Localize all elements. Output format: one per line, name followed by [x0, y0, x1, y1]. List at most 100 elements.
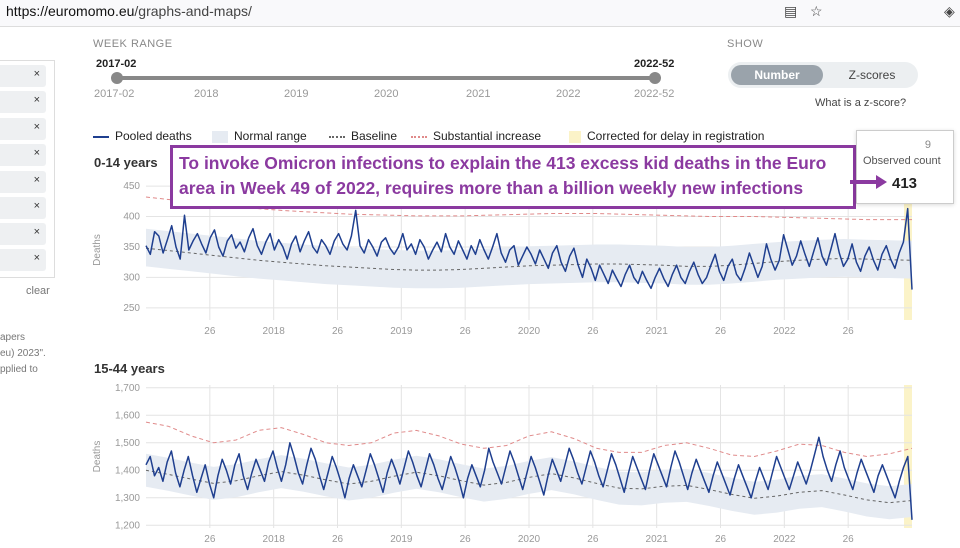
- filter-chip[interactable]: ×: [0, 197, 46, 219]
- remove-chip-button[interactable]: ×: [33, 121, 40, 133]
- x-tick-label: 26: [204, 534, 216, 545]
- x-tick-label: 2022: [773, 534, 796, 545]
- legend-baseline[interactable]: Baseline: [329, 129, 397, 143]
- remove-chip-button[interactable]: ×: [33, 252, 40, 264]
- y-axis-label: Deaths: [92, 441, 103, 473]
- pooled-swatch: [93, 135, 109, 138]
- week-range-slider[interactable]: [117, 76, 655, 80]
- x-tick-label: 2018: [263, 326, 286, 337]
- remove-chip-button[interactable]: ×: [33, 68, 40, 80]
- legend-pooled[interactable]: Pooled deaths: [93, 129, 192, 143]
- tooltip-week: 9: [924, 139, 931, 151]
- pooled-deaths-line: [145, 436, 913, 520]
- browser-toolbar: https://euromomo.eu/graphs-and-maps/ ▤ ☆…: [0, 0, 960, 27]
- y-tick-label: 1,600: [115, 410, 140, 421]
- corrected-swatch: [569, 130, 581, 143]
- filter-chip[interactable]: ×: [0, 144, 46, 166]
- remove-chip-button[interactable]: ×: [33, 226, 40, 238]
- filter-chip[interactable]: ×: [0, 91, 46, 113]
- url-path: /graphs-and-maps/: [134, 3, 252, 19]
- x-tick-label: 2018: [263, 534, 286, 545]
- substantial-increase-line: [145, 196, 912, 221]
- x-tick-label: 2021: [646, 326, 669, 337]
- y-tick-label: 300: [123, 272, 140, 283]
- substantial-increase-line: [145, 421, 913, 458]
- normal-swatch: [212, 130, 228, 143]
- filter-chip[interactable]: ×: [0, 171, 46, 193]
- y-tick-label: 1,400: [115, 465, 140, 476]
- x-tick-label: 2020: [518, 326, 541, 337]
- x-tick-label: 26: [715, 326, 727, 337]
- x-tick-label: 26: [332, 534, 344, 545]
- legend-substantial[interactable]: Substantial increase: [411, 129, 541, 143]
- shield-icon[interactable]: ◈: [944, 3, 955, 19]
- range-end-value: 2022-52: [634, 58, 675, 70]
- week-range-label: WEEK RANGE: [93, 38, 173, 50]
- side-note-text: apers: [0, 332, 26, 343]
- annotation-line-1: To invoke Omicron infections to explain …: [179, 153, 827, 173]
- y-tick-label: 1,300: [115, 493, 140, 504]
- substantial-swatch: [411, 135, 427, 138]
- x-tick-label: 26: [587, 534, 599, 545]
- number-toggle-button[interactable]: Number: [731, 65, 823, 85]
- remove-chip-button[interactable]: ×: [33, 147, 40, 159]
- filter-chip[interactable]: ×: [0, 65, 46, 87]
- show-label: SHOW: [727, 38, 764, 50]
- zscore-help-link[interactable]: What is a z-score?: [815, 97, 907, 109]
- x-tick-label: 26: [715, 534, 727, 545]
- slider-tick-label: 2021: [466, 88, 491, 100]
- legend-corrected[interactable]: Corrected for delay in registration: [569, 129, 764, 143]
- legend-label: Normal range: [234, 129, 307, 143]
- annotation-arrow-icon: [850, 175, 887, 189]
- x-tick-label: 2019: [390, 534, 413, 545]
- y-tick-label: 1,200: [115, 520, 140, 531]
- y-tick-label: 1,700: [115, 383, 140, 394]
- zscores-toggle-button[interactable]: Z-scores: [848, 68, 896, 82]
- slider-tick-label: 2022: [556, 88, 581, 100]
- observed-count-tooltip: 9 Observed count 413: [856, 130, 954, 204]
- chart-title-15-44: 15-44 years: [94, 361, 165, 376]
- url-host: https://euromomo.eu: [6, 3, 135, 19]
- slider-tick-label: 2019: [284, 88, 309, 100]
- clear-filters-link[interactable]: clear: [26, 285, 50, 297]
- side-note-text: pplied to: [0, 364, 38, 375]
- range-end-handle[interactable]: [649, 72, 661, 84]
- filter-chip[interactable]: ×: [0, 223, 46, 245]
- x-tick-label: 2022: [773, 326, 796, 337]
- country-filter-list: × × × × × × × ×: [0, 60, 55, 278]
- slider-tick-label: 2017-02: [94, 88, 135, 100]
- x-tick-label: 26: [460, 534, 472, 545]
- slider-tick-label: 2022-52: [634, 88, 675, 100]
- side-note-text: eu) 2023".: [0, 348, 46, 359]
- pooled-deaths-line: [145, 207, 913, 290]
- x-tick-label: 2021: [646, 534, 669, 545]
- range-start-handle[interactable]: [111, 72, 123, 84]
- slider-tick-label: 2020: [374, 88, 399, 100]
- bookmark-star-icon[interactable]: ☆: [810, 3, 823, 19]
- legend-normal[interactable]: Normal range: [212, 129, 307, 143]
- legend-label: Baseline: [351, 129, 398, 143]
- remove-chip-button[interactable]: ×: [33, 94, 40, 106]
- x-tick-label: 26: [460, 326, 472, 337]
- tooltip-value: 413: [892, 175, 918, 192]
- address-bar[interactable]: https://euromomo.eu/graphs-and-maps/: [6, 3, 252, 19]
- y-tick-label: 450: [123, 181, 140, 192]
- filter-chip[interactable]: ×: [0, 249, 46, 271]
- x-tick-label: 2020: [518, 534, 541, 545]
- x-tick-label: 26: [843, 534, 855, 545]
- y-tick-label: 350: [123, 242, 140, 253]
- chart-title-0-14: 0-14 years: [94, 155, 158, 170]
- reader-view-icon[interactable]: ▤: [784, 3, 798, 19]
- remove-chip-button[interactable]: ×: [33, 174, 40, 186]
- baseline-line: [145, 469, 913, 504]
- legend-label: Substantial increase: [433, 129, 542, 143]
- x-tick-label: 2019: [390, 326, 413, 337]
- remove-chip-button[interactable]: ×: [33, 200, 40, 212]
- legend-label: Corrected for delay in registration: [587, 129, 765, 143]
- y-tick-label: 250: [123, 303, 140, 314]
- tooltip-label: Observed count: [863, 155, 941, 167]
- filter-chip[interactable]: ×: [0, 118, 46, 140]
- x-tick-label: 26: [843, 326, 855, 337]
- legend-label: Pooled deaths: [115, 129, 192, 143]
